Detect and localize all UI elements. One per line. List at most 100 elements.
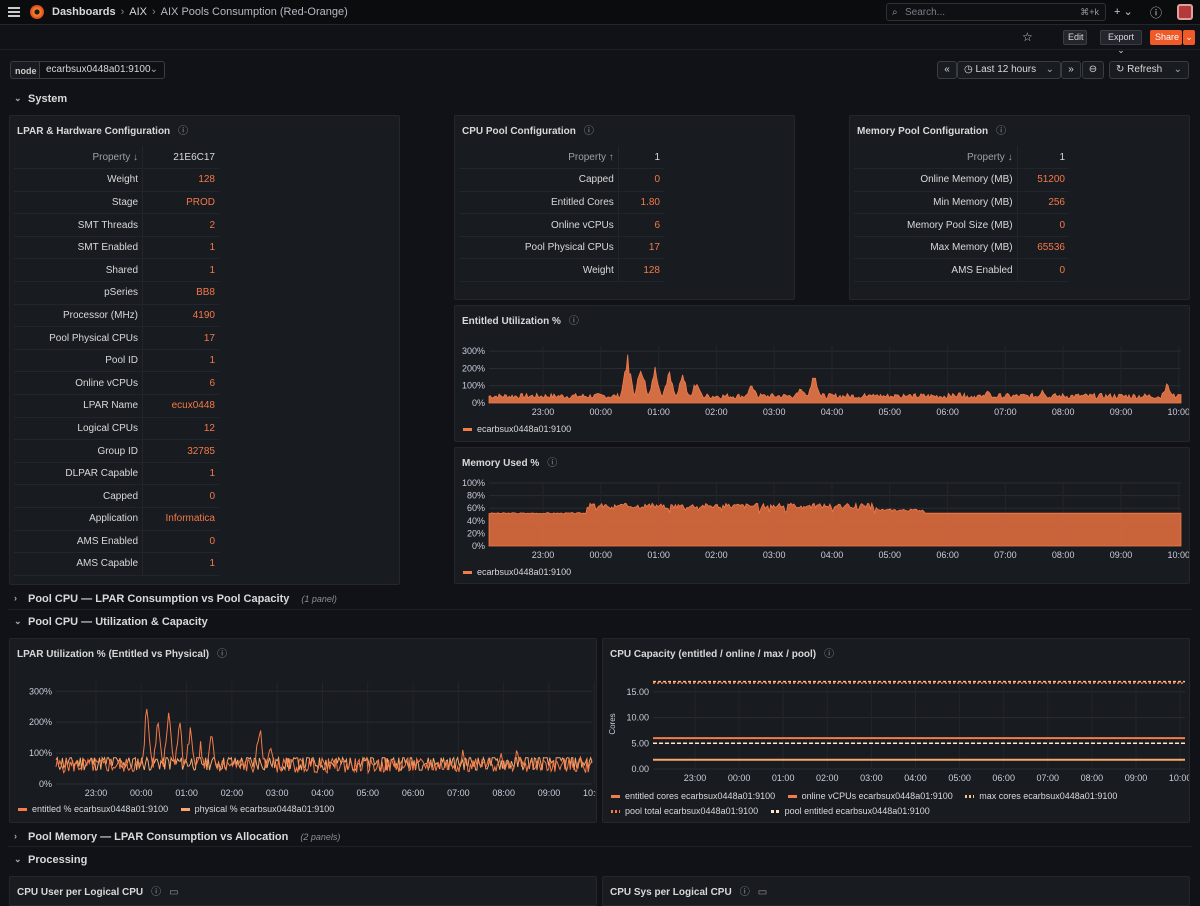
value-cell: 12 [142, 417, 219, 441]
legend-item[interactable]: max cores ecarbsux0448a01:9100 [965, 791, 1117, 801]
menu-icon[interactable] [8, 7, 20, 17]
avatar[interactable] [1177, 4, 1193, 20]
value-cell: Informatica [142, 507, 219, 531]
y-tick-label: 20% [467, 528, 485, 538]
legend-item[interactable]: ecarbsux0448a01:9100 [463, 424, 571, 434]
property-cell: Application [14, 507, 144, 531]
info-icon[interactable]: ⓘ [178, 126, 189, 137]
x-tick-label: 07:00 [994, 550, 1017, 560]
table-row: Application Informatica [14, 507, 219, 531]
value-cell: 65536 [1017, 236, 1069, 260]
search-input[interactable]: ⌕ Search... ⌘+k [886, 3, 1106, 21]
value-cell: 17 [142, 326, 219, 350]
column-header[interactable]: Property ↓ [14, 146, 144, 170]
share-button[interactable]: Share [1150, 30, 1182, 45]
entitled-utilization-panel: Entitled Utilization % ⓘ 0% 100% 200% 300% 23… [454, 305, 1190, 442]
chevron-down-icon: ⌄ [14, 854, 22, 864]
chevron-down-icon: ⌄ [14, 93, 22, 103]
time-range-picker[interactable]: ◷ Last 12 hours ⌄ [957, 61, 1061, 79]
table-row: Capped 0 [459, 168, 664, 192]
table-row: Max Memory (MB) 65536 [854, 236, 1069, 260]
table-row: SMT Enabled 1 [14, 236, 219, 260]
property-cell: Logical CPUs [14, 417, 144, 441]
lpar-utilization-chart[interactable]: 0% 100% 200% 300% 23:00 00:00 01:00 02:00 03:00 0… [10, 639, 597, 823]
info-icon[interactable]: ⓘ [739, 887, 750, 898]
grafana-logo[interactable] [30, 5, 44, 19]
x-tick-label: 09:00 [1125, 773, 1148, 783]
table-row: Stage PROD [14, 191, 219, 215]
column-header[interactable]: 1 [618, 146, 664, 170]
x-tick-label: 08:00 [1052, 407, 1075, 417]
value-cell: PROD [142, 191, 219, 215]
zoom-out-icon[interactable]: ⊖ [1082, 61, 1104, 79]
table-row: Weight 128 [14, 168, 219, 192]
x-tick-label: 00:00 [728, 773, 751, 783]
row-title: Pool Memory — LPAR Consumption vs Alloca… [28, 831, 289, 843]
legend-item[interactable]: entitled cores ecarbsux0448a01:9100 [611, 791, 775, 801]
lpar-hardware-panel: LPAR & Hardware Configuration ⓘ Property … [9, 115, 400, 585]
info-icon[interactable]: ⓘ [151, 887, 162, 898]
info-icon[interactable]: ⓘ [568, 316, 579, 327]
legend-item[interactable]: physical % ecarbsux0448a01:9100 [180, 804, 335, 814]
info-icon[interactable]: ⓘ [583, 126, 594, 137]
y-tick-label: 300% [462, 346, 485, 356]
legend-item[interactable]: ecarbsux0448a01:9100 [463, 567, 571, 577]
node-variable-select[interactable]: ecarbsux0448a01:9100 ⌄ [39, 61, 165, 79]
column-header[interactable]: 1 [1017, 146, 1069, 170]
table-row: Pool Physical CPUs 17 [459, 236, 664, 260]
property-cell: Capped [14, 484, 144, 508]
legend-item[interactable]: pool entitled ecarbsux0448a01:9100 [770, 806, 930, 816]
value-cell: 1 [142, 258, 219, 283]
time-forward-button[interactable]: » [1061, 61, 1081, 79]
row-system[interactable]: ⌄ System [0, 90, 1200, 110]
legend-item[interactable]: online vCPUs ecarbsux0448a01:9100 [787, 791, 953, 801]
folder-icon[interactable]: ▭ [169, 887, 179, 898]
table-row: Weight 128 [459, 258, 664, 283]
column-header[interactable]: Property ↑ [459, 146, 619, 170]
breadcrumb-aix[interactable]: AIX [129, 6, 147, 18]
chevron-down-icon: ⌄ [14, 616, 22, 626]
legend-label: physical % ecarbsux0448a01:9100 [194, 804, 335, 814]
folder-icon[interactable]: ▭ [757, 887, 768, 898]
row-processing[interactable]: ⌄ Processing [0, 851, 1200, 871]
column-header[interactable]: Property ↓ [854, 146, 1018, 170]
value-cell: 256 [1017, 191, 1069, 215]
legend-item[interactable]: entitled % ecarbsux0448a01:9100 [18, 804, 168, 814]
property-cell: Max Memory (MB) [854, 236, 1018, 260]
value-cell: 0 [618, 168, 664, 192]
share-menu-chevron-icon[interactable]: ⌄ [1183, 30, 1195, 45]
edit-button[interactable]: Edit [1063, 30, 1087, 45]
star-icon[interactable]: ☆ [1022, 30, 1033, 44]
time-back-button[interactable]: « [937, 61, 957, 79]
cpu-capacity-chart[interactable]: 0.00 5.00 10.00 15.00 23:00 00:00 01:00 02:00 03… [603, 639, 1190, 823]
property-cell: Group ID [14, 439, 144, 463]
row-pool-cpu-util[interactable]: ⌄ Pool CPU — Utilization & Capacity [0, 613, 1200, 633]
memory-used-chart[interactable]: 0% 20% 40% 60% 80% 100% 23:00 00:00 01:00 02:00 03… [455, 448, 1190, 584]
y-tick-label: 0% [472, 398, 485, 408]
row-pool-cpu-consumption[interactable]: › Pool CPU — LPAR Consumption vs Pool Cap… [0, 590, 1200, 610]
legend-item[interactable]: pool total ecarbsux0448a01:9100 [611, 806, 758, 816]
info-icon[interactable]: ⓘ [217, 649, 228, 660]
entitled-utilization-chart[interactable]: 0% 100% 200% 300% 23:00 00:00 01:00 02:00 03:00 0… [455, 306, 1190, 442]
export-button[interactable]: Export ⌄ [1100, 30, 1142, 55]
column-header[interactable]: 21E6C17 [142, 146, 219, 170]
row-pool-memory[interactable]: › Pool Memory — LPAR Consumption vs Alloc… [0, 828, 1200, 848]
export-label: Export [1107, 32, 1134, 42]
info-icon[interactable]: ⓘ [824, 649, 835, 660]
value-cell: 1 [142, 236, 219, 260]
x-tick-label: 09:00 [538, 788, 561, 798]
property-cell: SMT Enabled [14, 236, 144, 260]
breadcrumb: Dashboards › AIX › AIX Pools Consumption (Re… [52, 6, 348, 18]
info-icon[interactable]: ⓘ [996, 126, 1007, 137]
legend-label: entitled cores ecarbsux0448a01:9100 [625, 791, 776, 801]
help-icon[interactable]: ⓘ [1150, 6, 1163, 20]
row-panel-count: (1 panel) [301, 594, 337, 604]
breadcrumb-dashboards[interactable]: Dashboards [52, 6, 116, 18]
x-tick-label: 03:00 [763, 550, 786, 560]
search-placeholder: Search... [905, 7, 946, 18]
refresh-button[interactable]: ↻ Refresh ⌄ [1109, 61, 1189, 79]
add-icon[interactable]: + ⌄ [1114, 6, 1133, 18]
info-icon[interactable]: ⓘ [547, 458, 558, 469]
row-title: Pool CPU — LPAR Consumption vs Pool Capa… [28, 593, 290, 605]
property-cell: DLPAR Capable [14, 462, 144, 486]
